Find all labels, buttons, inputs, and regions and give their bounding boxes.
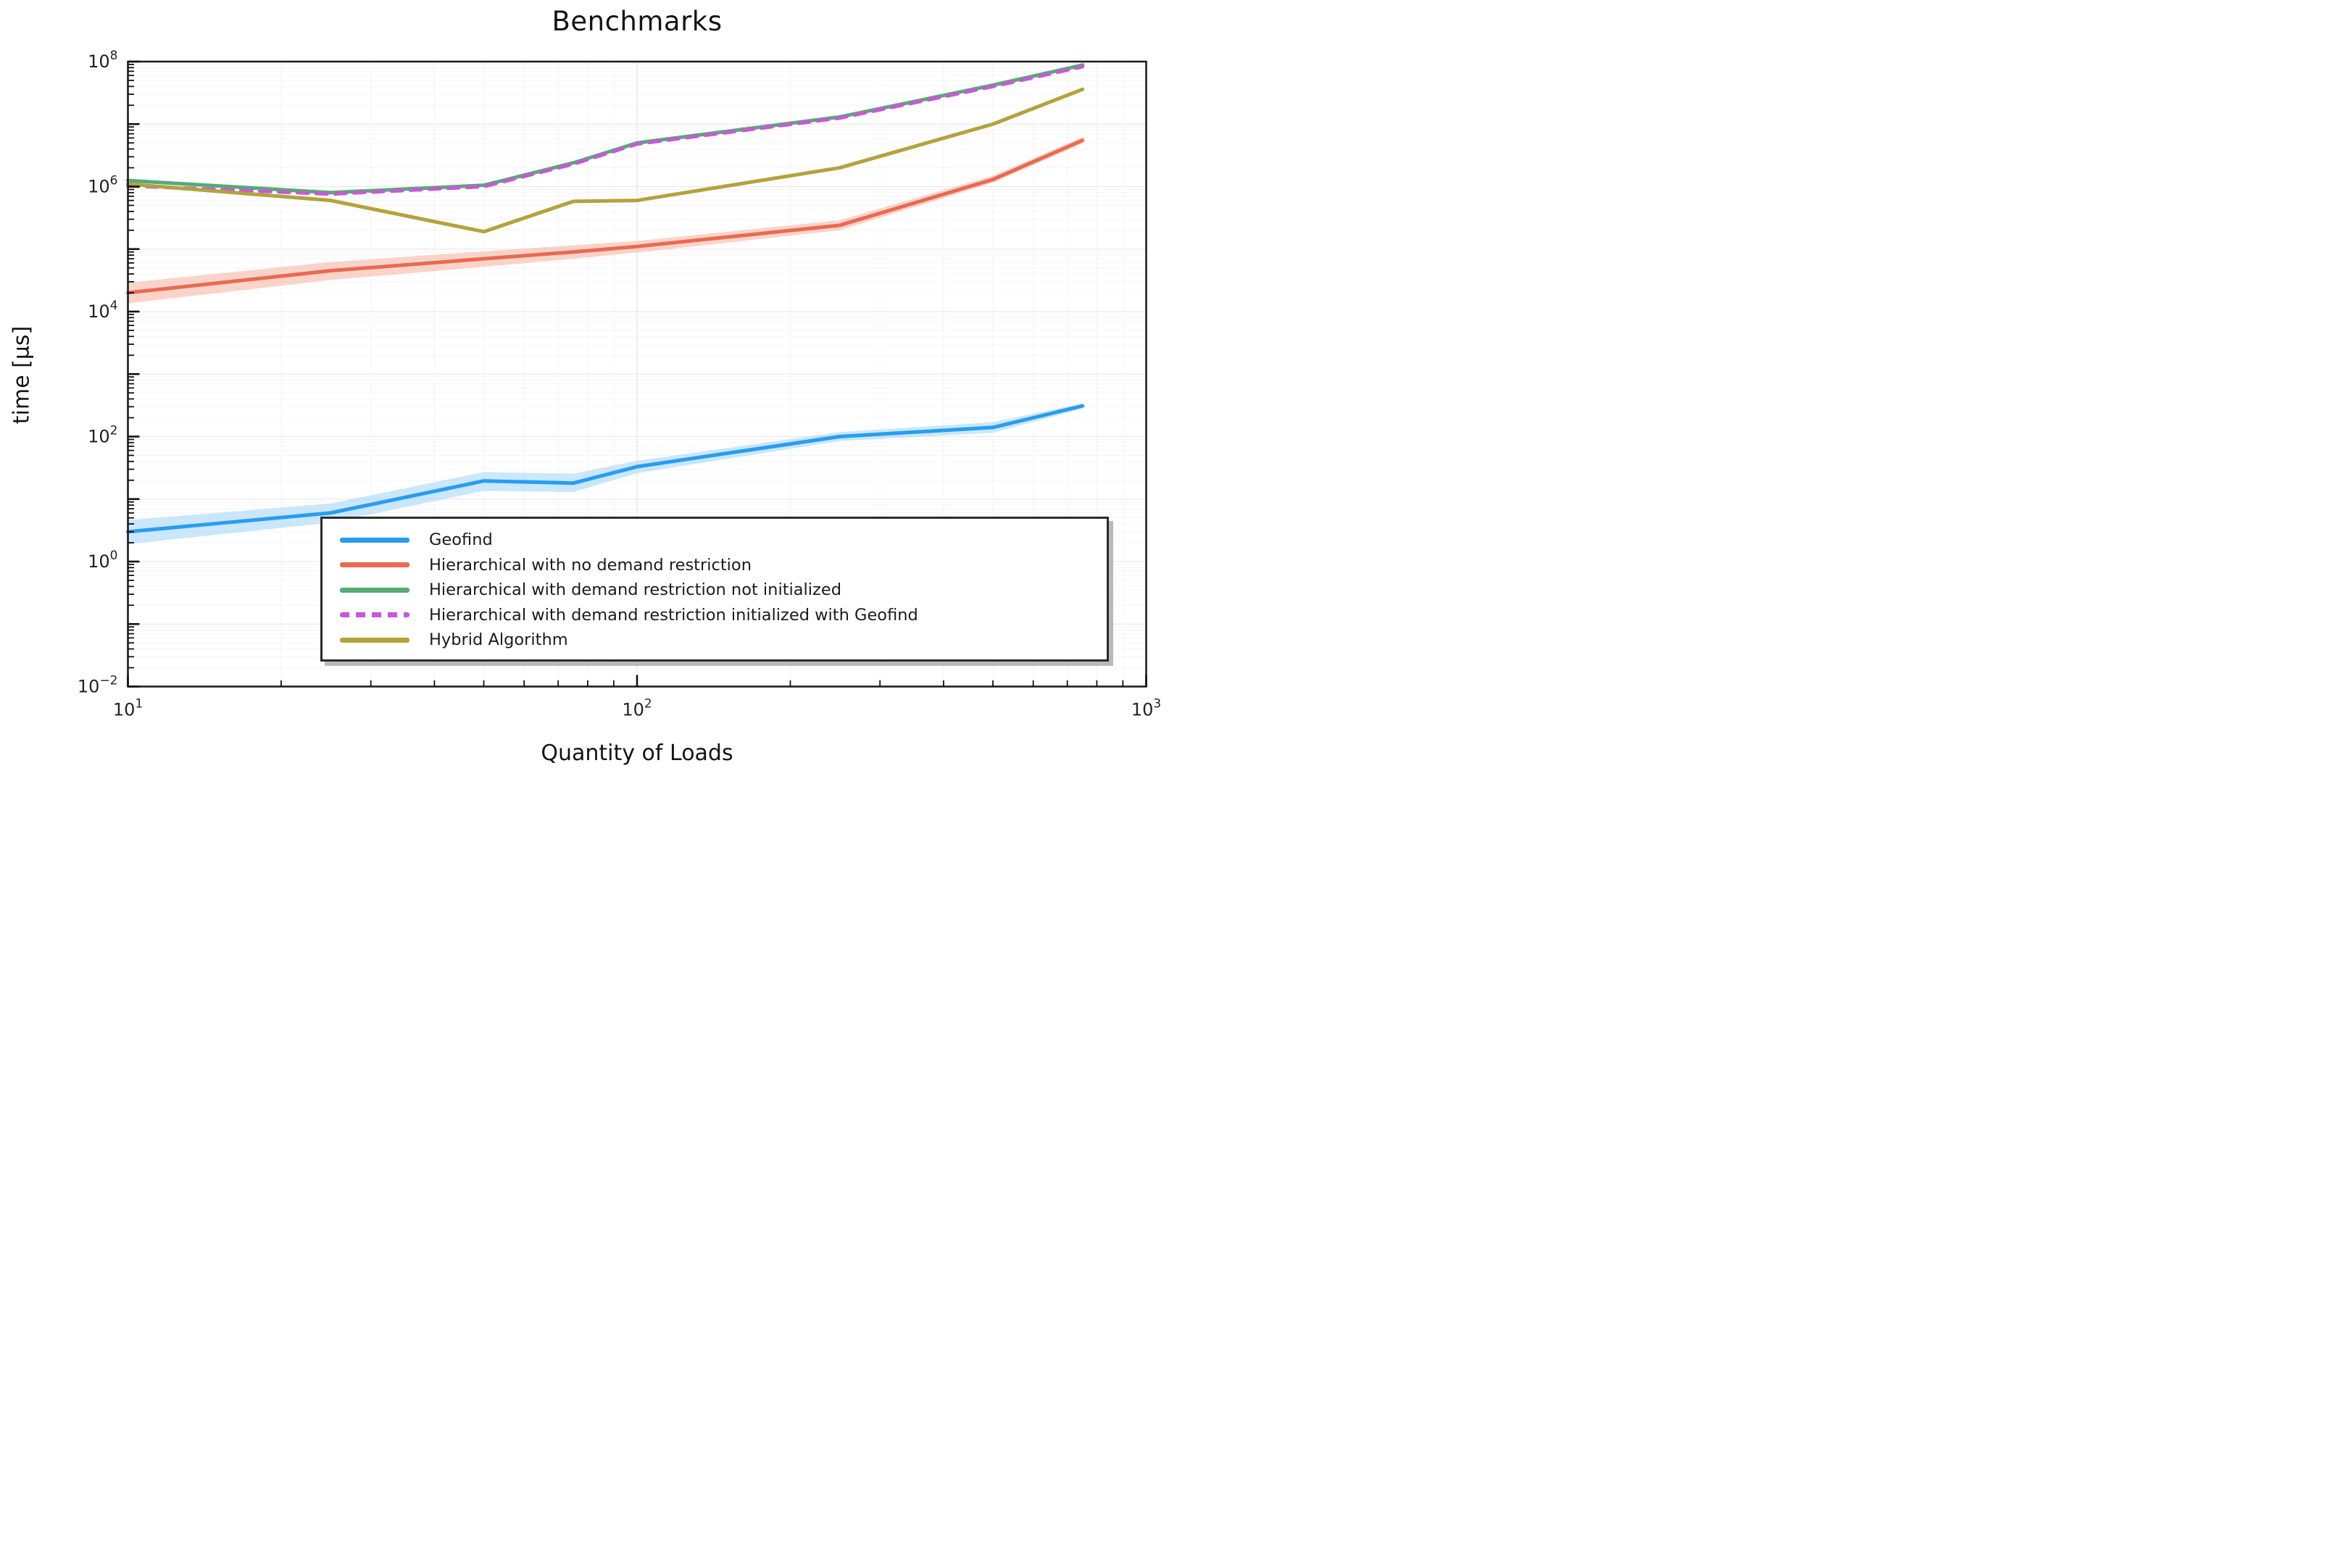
legend-box: Geofind Hierarchical with no demand rest… (320, 517, 1109, 662)
chart-title: Benchmarks (552, 6, 723, 37)
legend-item-hier-restriction-init-geofind: Hierarchical with demand restriction ini… (323, 603, 1107, 628)
x-axis-title: Quantity of Loads (541, 741, 733, 766)
legend-item-hybrid-algorithm: Hybrid Algorithm (323, 627, 1107, 653)
hier-restriction-init-geofind-line-swatch (340, 612, 409, 618)
y-tick-label: 104 (88, 299, 117, 322)
legend-label: Hierarchical with demand restriction not… (429, 580, 841, 600)
y-tick-label: 100 (88, 549, 117, 572)
y-tick-label: 10−2 (78, 674, 118, 697)
geofind-line-swatch (340, 537, 409, 543)
x-tick-label: 102 (622, 697, 652, 720)
legend-item-hier-no-restriction: Hierarchical with no demand restriction (323, 553, 1107, 578)
legend-label: Hierarchical with no demand restriction (429, 555, 752, 575)
hier-restriction-not-init-line-swatch (340, 587, 409, 593)
legend-label: Hierarchical with demand restriction ini… (429, 605, 918, 625)
benchmark-chart: 108 106 104 102 100 10−2 101 102 103 Benchmarks … (0, 0, 1173, 784)
x-tick-label: 101 (113, 697, 143, 720)
y-tick-label: 108 (88, 49, 117, 72)
y-axis-title: time [μs] (9, 325, 35, 425)
legend-item-geofind: Geofind (323, 527, 1107, 553)
y-tick-label: 102 (88, 424, 117, 447)
legend-item-hier-restriction-not-init: Hierarchical with demand restriction not… (323, 577, 1107, 603)
hier-no-restriction-line-swatch (340, 562, 409, 568)
x-tick-label: 103 (1131, 697, 1161, 720)
y-tick-label: 106 (88, 174, 117, 197)
legend-label: Geofind (429, 530, 493, 550)
legend-label: Hybrid Algorithm (429, 630, 568, 650)
hybrid-algorithm-line-swatch (340, 637, 409, 643)
